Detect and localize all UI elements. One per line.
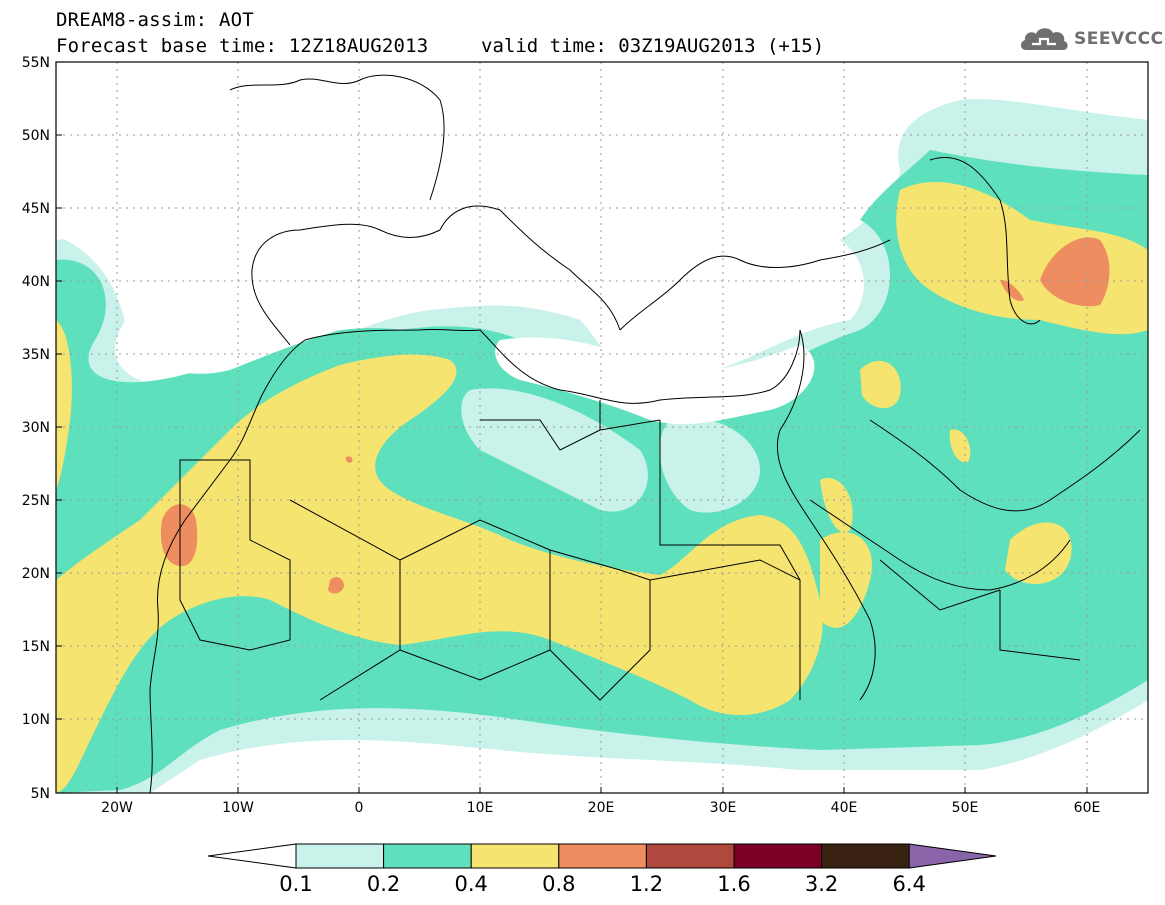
colorbar-label: 0.8	[542, 872, 575, 896]
colorbar: 0.1 0.2 0.4 0.8 1.2 1.6 3.2 6.4	[207, 843, 997, 896]
forecast-base-time: Forecast base time: 12Z18AUG2013	[56, 35, 429, 57]
colorbar-label: 0.1	[279, 872, 312, 896]
lon-label: 30E	[710, 800, 737, 816]
lat-labels: 55N 50N 45N 40N 35N 30N 25N 20N 15N 10N …	[22, 55, 50, 802]
cloud-icon	[1020, 28, 1068, 50]
seevccc-logo: SEEVCCC	[1018, 24, 1164, 54]
colorbar-cell	[733, 843, 823, 869]
lat-label: 15N	[22, 639, 50, 655]
colorbar-cell	[470, 843, 560, 869]
lat-lon-grid	[56, 62, 1148, 793]
colorbar-label: 3.2	[805, 872, 838, 896]
aot-field	[56, 62, 1148, 793]
axis-ticks	[56, 61, 1088, 794]
map-title: DREAM8-assim: AOT	[56, 9, 254, 31]
lon-label: 10E	[467, 800, 494, 816]
valid-time: valid time: 03Z19AUG2013 (+15)	[481, 35, 825, 57]
coastlines	[149, 74, 1141, 793]
lat-label: 25N	[22, 493, 50, 509]
colorbar-cell	[558, 843, 647, 869]
lon-label: 60E	[1074, 800, 1101, 816]
aot-level-0.4	[56, 354, 823, 793]
colorbar-label: 1.2	[630, 872, 663, 896]
lat-label: 35N	[22, 347, 50, 363]
lat-label: 5N	[31, 786, 50, 802]
lat-label: 50N	[22, 128, 50, 144]
colorbar-label: 0.2	[367, 872, 400, 896]
lon-label: 10W	[222, 800, 254, 816]
logo-text: SEEVCCC	[1074, 29, 1164, 49]
lat-label: 10N	[22, 712, 50, 728]
colorbar-cell	[383, 843, 472, 869]
lat-label: 40N	[22, 274, 50, 290]
aot-level-0.8	[160, 504, 198, 567]
lat-label: 30N	[22, 420, 50, 436]
colorbar-label: 1.6	[717, 872, 750, 896]
colorbar-cell	[295, 843, 385, 869]
lon-label: 20W	[101, 800, 133, 816]
lat-label: 45N	[22, 201, 50, 217]
colorbar-cell	[821, 843, 910, 869]
lon-label: 0	[355, 800, 364, 816]
colorbar-label: 0.4	[454, 872, 487, 896]
lon-label: 40E	[831, 800, 858, 816]
lon-label: 50E	[952, 800, 979, 816]
lon-labels: 20W 10W 0 10E 20E 30E 40E 50E 60E	[101, 800, 1100, 816]
colorbar-label: 6.4	[892, 872, 925, 896]
colorbar-cell	[645, 843, 735, 869]
lat-label: 55N	[22, 55, 50, 71]
lon-label: 20E	[588, 800, 615, 816]
colorbar-below-arrow	[207, 843, 297, 869]
colorbar-above-arrow	[908, 843, 997, 869]
lat-label: 20N	[22, 566, 50, 582]
